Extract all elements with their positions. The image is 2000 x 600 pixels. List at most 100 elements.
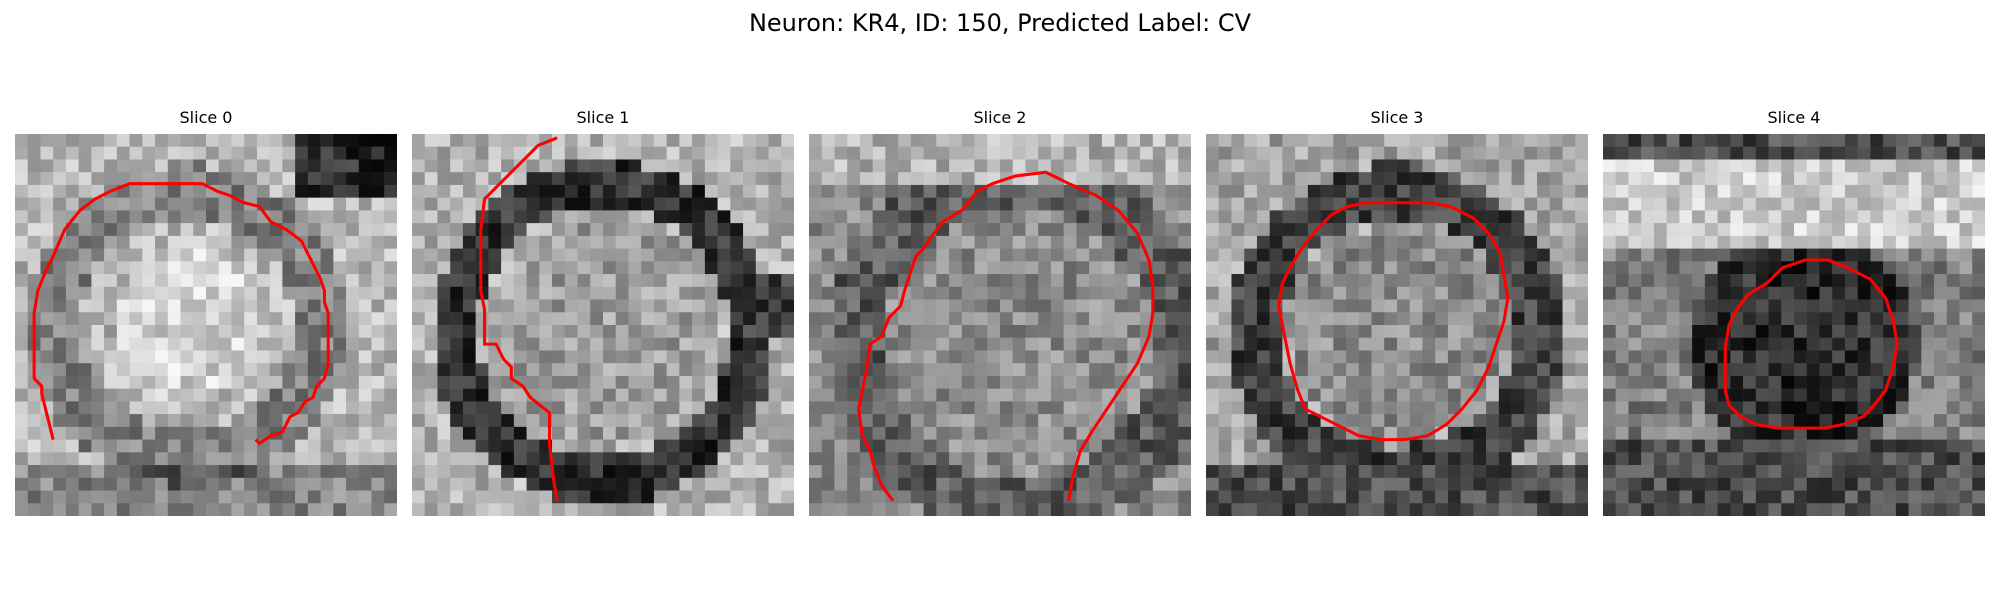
slice-pixel: [1358, 312, 1372, 326]
slice-pixel: [961, 414, 975, 428]
slice-pixel: [679, 452, 693, 466]
slice-pixel: [949, 452, 962, 466]
slice-pixel: [1025, 286, 1039, 300]
slice-pixel: [206, 261, 219, 275]
slice-pixel: [384, 401, 397, 415]
slice-pixel: [193, 299, 207, 313]
slice-pixel: [1679, 299, 1693, 313]
slice-pixel: [1717, 172, 1731, 186]
slice-pixel: [1333, 184, 1347, 198]
slice-pixel: [1883, 350, 1897, 364]
slice-pixel: [768, 286, 782, 300]
slice-pixel: [1717, 286, 1731, 300]
slice-pixel: [1333, 363, 1347, 377]
slice-pixel: [1628, 477, 1642, 491]
slice-pixel: [949, 363, 962, 377]
slice-pixel: [1537, 223, 1550, 237]
slice-pixel: [40, 210, 54, 224]
slice-pixel: [1781, 414, 1795, 428]
slice-pixel: [577, 159, 591, 173]
slice-pixel: [1603, 159, 1616, 173]
slice-pixel: [743, 223, 756, 237]
slice-pixel: [218, 477, 232, 491]
slice-pixel: [1101, 286, 1115, 300]
slice-pixel: [1000, 286, 1013, 300]
slice-pixel: [269, 350, 283, 364]
slice-pixel: [27, 146, 41, 160]
slice-pixel: [1038, 197, 1052, 211]
slice-pixel: [755, 134, 769, 147]
slice-pixel: [1653, 452, 1667, 466]
slice-pixel: [1641, 375, 1655, 389]
slice-pixel: [1666, 312, 1680, 326]
slice-pixel: [346, 401, 359, 415]
slice-pixel: [781, 350, 794, 364]
slice-pixel: [1409, 146, 1423, 160]
slice-pixel: [898, 401, 912, 415]
slice-pixel: [1038, 337, 1052, 351]
slice-pixel: [1615, 223, 1629, 237]
slice-pixel: [462, 452, 476, 466]
slice-pixel: [1473, 299, 1487, 313]
slice-pixel: [1615, 134, 1629, 147]
slice-pixel: [834, 172, 848, 186]
neuron-contour: [32, 182, 330, 446]
slice-pixel: [450, 286, 464, 300]
slice-pixel: [1870, 210, 1884, 224]
slice-pixel: [1562, 210, 1576, 224]
slice-pixel: [1832, 401, 1846, 415]
slice-pixel: [1666, 465, 1680, 478]
slice-pixel: [1256, 210, 1270, 224]
slice-pixel: [269, 465, 283, 478]
slice-pixel: [552, 274, 565, 287]
slice-pixel: [1038, 223, 1052, 237]
slice-pixel: [1781, 184, 1795, 198]
slice-pixel: [949, 350, 962, 364]
slice-pixel: [743, 439, 756, 453]
slice-pixel: [704, 477, 718, 491]
slice-pixel: [1397, 312, 1410, 326]
slice-pixel: [1346, 223, 1359, 237]
slice-pixel: [809, 312, 822, 326]
slice-pixel: [1921, 490, 1935, 504]
slice-pixel: [155, 439, 168, 453]
slice-pixel: [358, 439, 372, 453]
slice-pixel: [1704, 210, 1718, 224]
slice-pixel: [384, 274, 397, 287]
slice-pixel: [27, 159, 41, 173]
slice-pixel: [692, 172, 706, 186]
slice-pixel: [1679, 388, 1693, 402]
slice-pixel: [1218, 172, 1232, 186]
slice-pixel: [885, 401, 899, 415]
slice-pixel: [437, 146, 451, 160]
slice-pixel: [1140, 223, 1153, 237]
slice-pixel: [1000, 477, 1013, 491]
slice-pixel: [526, 452, 540, 466]
slice-pixel: [755, 439, 769, 453]
slice-pixel: [1819, 248, 1833, 262]
slice-pixel: [847, 299, 861, 313]
slice-pixel: [450, 197, 464, 211]
slice-pixel: [1549, 375, 1563, 389]
slice-pixel: [1972, 312, 1985, 326]
slice-pixel: [1422, 184, 1436, 198]
slice-pixel: [412, 134, 425, 147]
slice-pixel: [1473, 325, 1487, 338]
slice-pixel: [1127, 146, 1141, 160]
slice-pixel: [1704, 134, 1718, 147]
slice-pixel: [717, 159, 731, 173]
slice-pixel: [1562, 325, 1576, 338]
slice-pixel: [704, 325, 718, 338]
slice-pixel: [936, 426, 950, 440]
slice-pixel: [923, 337, 937, 351]
slice-pixel: [1857, 363, 1871, 377]
slice-pixel: [104, 159, 118, 173]
slice-pixel: [1704, 426, 1718, 440]
slice-pixel: [180, 503, 194, 516]
slice-pixel: [743, 261, 756, 275]
slice-pixel: [1025, 465, 1039, 478]
slice-pixel: [307, 414, 321, 428]
slice-pixel: [1743, 350, 1756, 364]
slice-pixel: [1895, 248, 1909, 262]
slice-pixel: [1806, 146, 1820, 160]
